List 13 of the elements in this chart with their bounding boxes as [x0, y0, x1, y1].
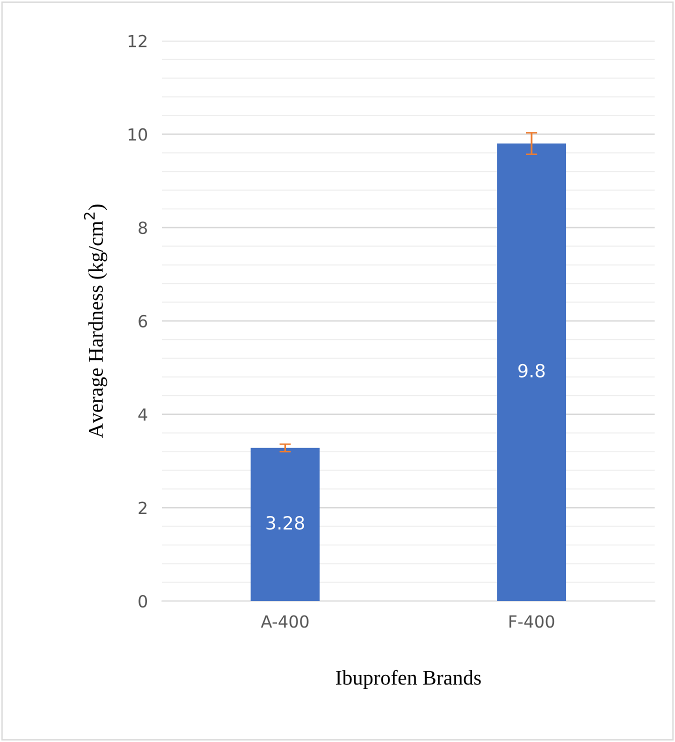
- data-label: 3.28: [266, 516, 304, 530]
- x-tick-label: A-400: [260, 615, 309, 628]
- y-tick-label: 10: [128, 128, 148, 141]
- y-tick-label: 0: [138, 594, 148, 608]
- y-tick-label: 8: [138, 222, 147, 234]
- y-axis-title: Average Hardness (kg/cm$^{2}$): [84, 204, 108, 438]
- y-tick-label: 12: [128, 34, 146, 48]
- x-tick-label: F-400: [509, 615, 554, 628]
- x-axis-title: Ibuprofen Brands: [336, 670, 481, 690]
- y-tick-label: 6: [138, 314, 148, 328]
- y-tick-label: 4: [138, 408, 148, 421]
- y-tick-label: 2: [138, 502, 146, 514]
- data-label: 9.8: [518, 364, 545, 378]
